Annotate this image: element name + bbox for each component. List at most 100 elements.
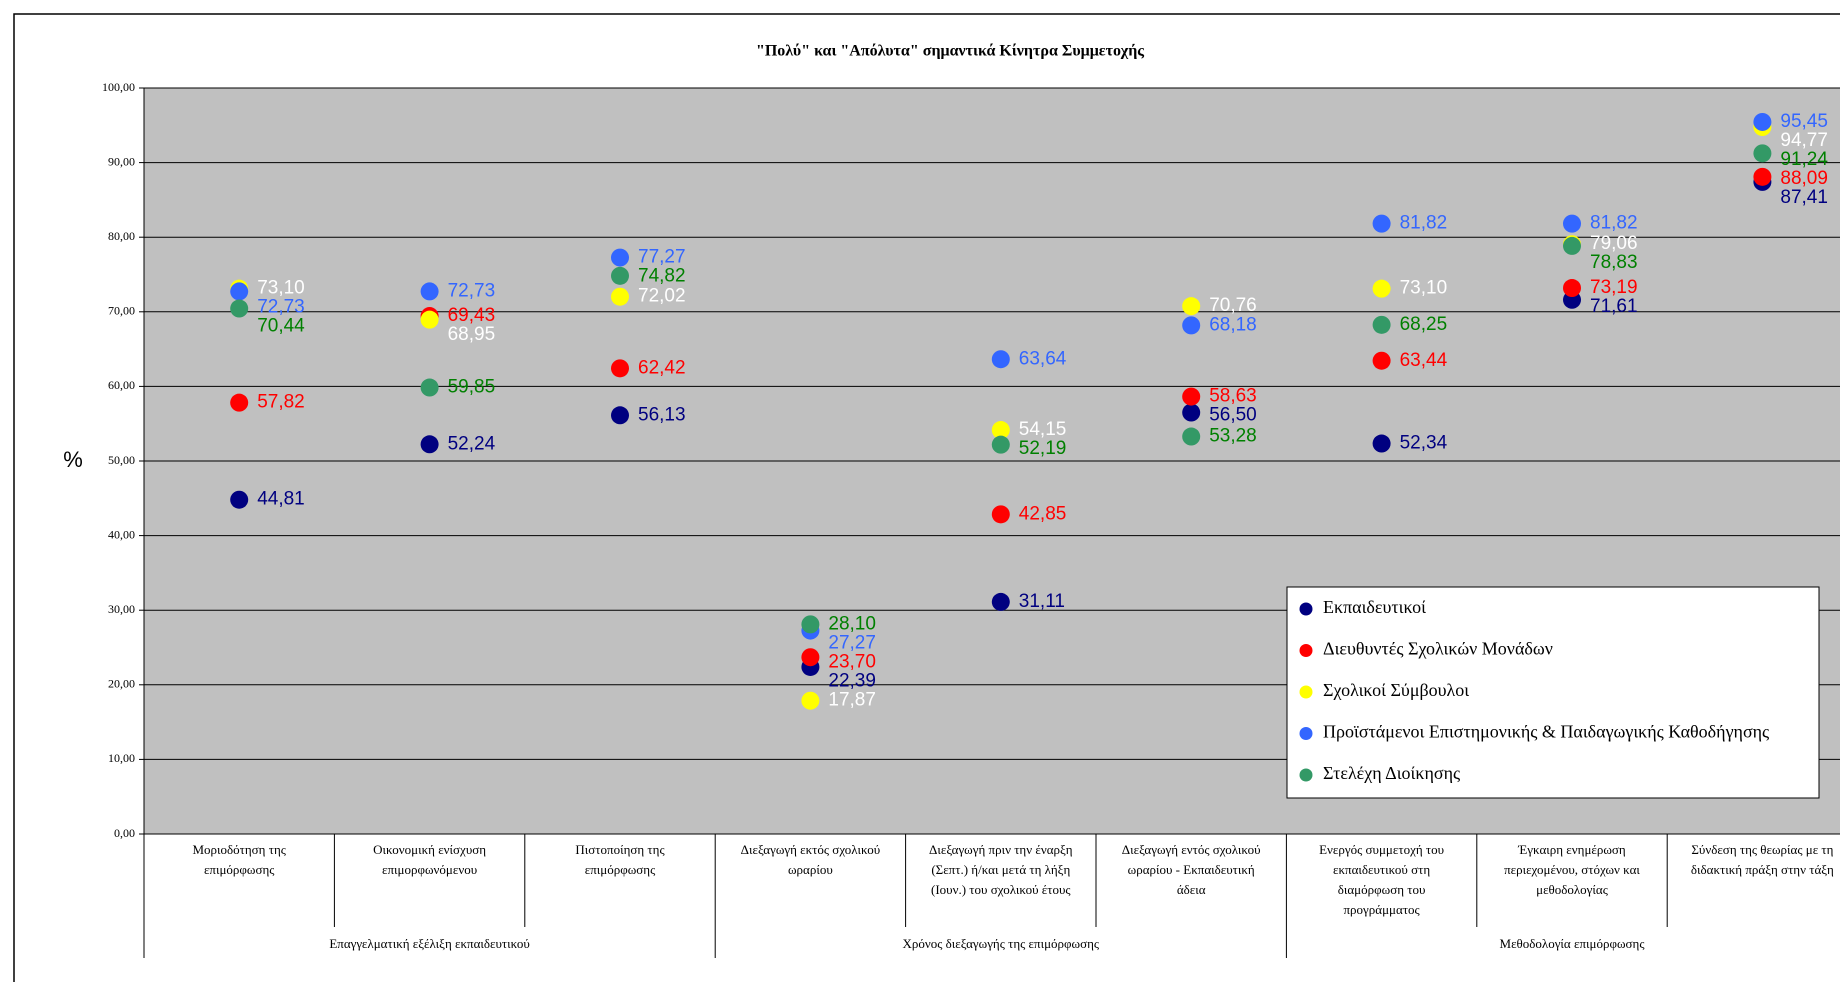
x-tick-label: Σύνδεση της θεωρίας με τη [1691,842,1833,857]
legend-label: Διευθυντές Σχολικών Μονάδων [1323,639,1553,659]
data-point [801,691,820,710]
x-tick-label: ωραρίου - Εκπαιδευτική [1128,862,1255,877]
data-label: 57,82 [257,392,305,413]
x-tick-label: Έγκαιρη ενημέρωση [1517,842,1626,857]
data-label: 23,70 [828,651,876,672]
data-label: 22,39 [828,670,876,691]
x-tick-label: διαμόρφωση του [1338,882,1426,897]
legend-marker [1299,602,1313,616]
data-point [1372,214,1391,233]
y-axis-label: % [63,447,83,472]
data-label: 52,19 [1019,438,1067,459]
data-label: 72,02 [638,286,686,307]
x-tick-label: ωραρίου [788,862,833,877]
data-label: 73,10 [1400,278,1448,299]
data-label: 71,61 [1590,296,1638,317]
data-point [420,378,439,397]
legend-label: Εκπαιδευτικοί [1323,597,1426,617]
data-label: 77,27 [638,247,686,268]
data-label: 72,73 [448,280,496,301]
data-label: 62,42 [638,357,686,378]
data-point [1753,112,1772,131]
data-label: 56,13 [638,404,686,425]
x-tick-label: (Σεπτ.) ή/και μετά τη λήξη [931,862,1070,877]
data-point [230,282,249,301]
data-point [1182,403,1201,422]
group-label: Χρόνος διεξαγωγής της επιμόρφωσης [903,936,1100,951]
legend-marker [1299,685,1313,699]
data-point [801,615,820,634]
data-point [230,299,249,318]
data-point [1563,279,1581,298]
data-point [1182,427,1201,446]
data-point [1372,315,1391,334]
y-tick-label: 100,00 [102,80,135,94]
data-label: 68,95 [448,324,496,345]
y-tick-label: 50,00 [108,453,135,467]
data-point [1182,297,1201,316]
data-point [991,435,1010,454]
data-label: 31,11 [1019,591,1065,612]
legend-label: Σχολικοί Σύμβουλοι [1323,680,1469,700]
data-point [611,248,629,267]
legend-label: Στελέχη Διοίκησης [1323,763,1460,783]
data-point [801,648,820,667]
data-label: 87,41 [1780,187,1828,208]
data-label: 28,10 [828,613,876,634]
data-label: 78,83 [1590,252,1638,273]
y-tick-label: 10,00 [108,751,135,765]
x-tick-label: επιμόρφωσης [204,862,275,877]
data-point [991,592,1010,611]
x-tick-label: Διεξαγωγή εκτός σχολικού [741,842,881,857]
x-tick-label: άδεια [1177,882,1206,897]
data-label: 17,87 [828,690,876,711]
legend-marker [1299,727,1313,740]
data-label: 88,09 [1780,168,1828,189]
data-label: 81,82 [1590,213,1638,234]
x-tick-label: μεθοδολογίας [1536,882,1609,897]
chart-title: "Πολύ" και "Απόλυτα" σημαντικά Κίνητρα Σ… [756,43,1144,60]
x-tick-label: Διεξαγωγή πριν την έναρξη [929,842,1073,857]
x-tick-label: προγράμματος [1343,902,1420,917]
x-tick-label: εκπαιδευτικού στη [1333,862,1430,877]
data-label: 63,44 [1400,350,1448,371]
data-point [611,359,629,378]
group-label: Επαγγελματική εξέλιξη εκπαιδευτικού [329,936,529,951]
data-point [1182,316,1201,335]
x-tick-label: Μοριοδότηση της [192,842,286,857]
data-label: 73,19 [1590,277,1638,298]
legend [1286,586,1820,799]
data-label: 70,76 [1209,295,1257,316]
data-point [1753,144,1772,163]
data-label: 58,63 [1209,386,1257,407]
y-tick-label: 90,00 [108,154,135,168]
x-tick-label: περιεχομένου, στόχων και [1504,862,1640,877]
data-label: 91,24 [1780,149,1828,170]
data-label: 79,06 [1590,233,1638,254]
data-label: 52,34 [1400,433,1448,454]
data-point [420,282,439,301]
data-label: 68,25 [1400,314,1448,335]
x-tick-label: Πιστοποίηση της [575,842,665,857]
y-tick-label: 20,00 [108,677,135,691]
x-tick-label: διδακτική πράξη στην τάξη [1691,862,1834,877]
data-point [1372,434,1391,453]
data-point [420,435,439,454]
data-label: 81,82 [1400,213,1448,234]
legend-marker [1299,768,1313,782]
y-tick-label: 60,00 [108,378,135,392]
group-label: Μεθοδολογία επιμόρφωσης [1500,936,1646,951]
x-tick-label: επιμόρφωσης [585,862,656,877]
data-label: 63,64 [1019,348,1067,369]
data-point [611,287,629,306]
data-label: 74,82 [638,266,686,287]
x-tick-label: (Ιουν.) του σχολικού έτους [931,882,1071,897]
x-tick-label: Ενεργός συμμετοχή του [1319,842,1444,857]
data-label: 70,44 [257,316,305,337]
data-point [611,406,629,425]
data-point [1563,236,1581,255]
legend-marker [1299,644,1313,657]
data-label: 27,27 [828,632,876,653]
y-tick-label: 40,00 [108,527,135,541]
data-label: 72,73 [257,297,305,318]
